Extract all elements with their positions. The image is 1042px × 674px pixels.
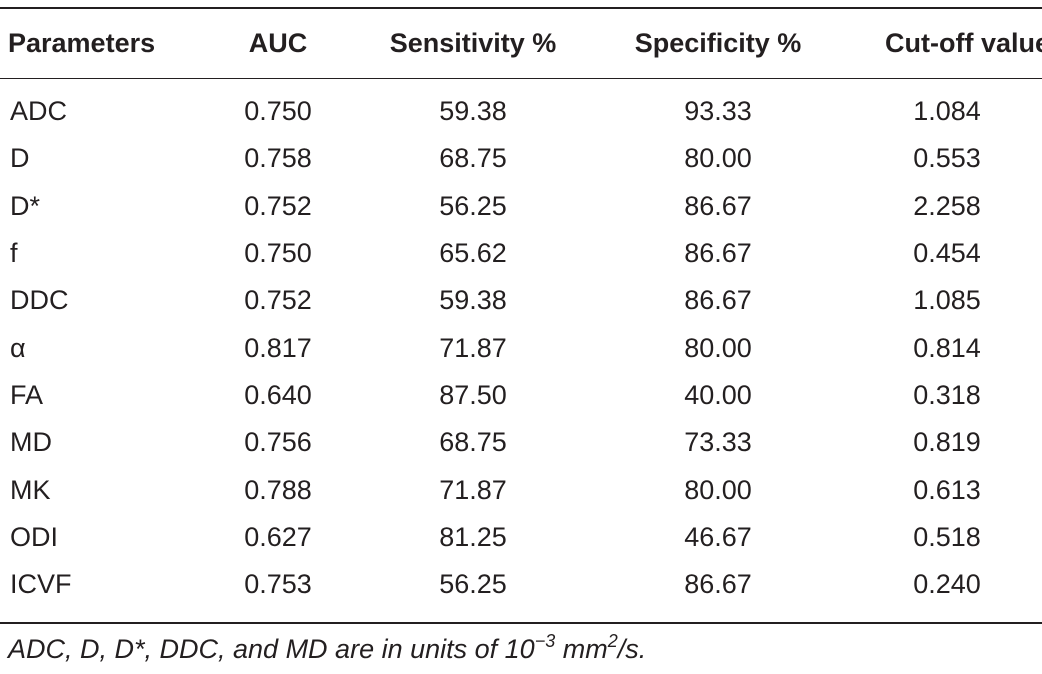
cell-auc: 0.788 bbox=[244, 474, 312, 505]
cell-sensitivity: 68.75 bbox=[439, 143, 507, 174]
table-row: MD 0.756 68.75 73.33 0.819 bbox=[0, 419, 1042, 466]
header-row: Parameters AUC Sensitivity % Specificity… bbox=[0, 9, 1042, 78]
cell-sensitivity: 56.25 bbox=[439, 190, 507, 221]
cell-auc: 0.752 bbox=[244, 285, 312, 316]
cell-parameter: ADC bbox=[10, 96, 68, 127]
table-row: MK 0.788 71.87 80.00 0.613 bbox=[0, 466, 1042, 513]
header-cutoff: Cut-off value bbox=[885, 28, 1042, 58]
footnote-exponent: −3 bbox=[534, 631, 556, 651]
cell-specificity: 46.67 bbox=[684, 521, 752, 552]
cell-sensitivity: 56.25 bbox=[439, 569, 507, 600]
header-parameters: Parameters bbox=[8, 28, 156, 58]
cell-auc: 0.756 bbox=[244, 427, 312, 458]
cell-cutoff: 1.085 bbox=[913, 285, 981, 316]
cell-cutoff: 2.258 bbox=[913, 190, 981, 221]
cell-sensitivity: 59.38 bbox=[439, 285, 507, 316]
table-row: ODI 0.627 81.25 46.67 0.518 bbox=[0, 514, 1042, 561]
cell-parameter: ODI bbox=[10, 521, 59, 552]
cell-cutoff: 0.613 bbox=[913, 474, 981, 505]
cell-sensitivity: 87.50 bbox=[439, 379, 507, 410]
cell-auc: 0.750 bbox=[244, 238, 312, 269]
footnote-unit-exponent: 2 bbox=[607, 631, 618, 651]
table-row: α 0.817 71.87 80.00 0.814 bbox=[0, 324, 1042, 371]
table-row: DDC 0.752 59.38 86.67 1.085 bbox=[0, 277, 1042, 324]
cell-parameter: FA bbox=[10, 379, 44, 410]
table-footnote: ADC, D, D*, DDC, and MD are in units of … bbox=[8, 631, 647, 665]
header-specificity: Specificity % bbox=[634, 28, 802, 58]
cell-sensitivity: 81.25 bbox=[439, 521, 507, 552]
cell-parameter: D* bbox=[10, 190, 41, 221]
spacer-row bbox=[0, 78, 1042, 88]
cell-cutoff: 0.318 bbox=[913, 379, 981, 410]
cell-specificity: 73.33 bbox=[684, 427, 752, 458]
cell-auc: 0.752 bbox=[244, 190, 312, 221]
top-rule bbox=[0, 7, 1042, 9]
table-row: FA 0.640 87.50 40.00 0.318 bbox=[0, 372, 1042, 419]
footnote-text: ADC, D, D*, DDC, and MD are in units of … bbox=[8, 634, 535, 664]
footnote-unit: mm bbox=[555, 634, 608, 664]
cell-specificity: 93.33 bbox=[684, 96, 752, 127]
cell-auc: 0.758 bbox=[244, 143, 312, 174]
cell-parameter: f bbox=[10, 238, 18, 269]
cell-parameter: DDC bbox=[10, 285, 69, 316]
cell-specificity: 86.67 bbox=[684, 569, 752, 600]
cell-auc: 0.640 bbox=[244, 379, 312, 410]
header-auc: AUC bbox=[248, 28, 308, 58]
cell-parameter: ICVF bbox=[10, 569, 72, 600]
table-row: D* 0.752 56.25 86.67 2.258 bbox=[0, 183, 1042, 230]
cell-parameter: MD bbox=[10, 427, 52, 458]
cell-sensitivity: 71.87 bbox=[439, 332, 507, 363]
cell-sensitivity: 59.38 bbox=[439, 96, 507, 127]
table-row: ADC 0.750 59.38 93.33 1.084 bbox=[0, 88, 1042, 135]
cell-specificity: 40.00 bbox=[684, 379, 752, 410]
table-row: ICVF 0.753 56.25 86.67 0.240 bbox=[0, 561, 1042, 608]
cell-specificity: 86.67 bbox=[684, 190, 752, 221]
cell-cutoff: 0.240 bbox=[913, 569, 981, 600]
header-sensitivity: Sensitivity % bbox=[389, 28, 557, 58]
cell-cutoff: 0.518 bbox=[913, 521, 981, 552]
cell-specificity: 80.00 bbox=[684, 143, 752, 174]
cell-cutoff: 0.454 bbox=[913, 238, 981, 269]
table-body: ADC 0.750 59.38 93.33 1.084 D 0.758 68.7… bbox=[0, 78, 1042, 608]
header-rule bbox=[0, 78, 1042, 79]
cell-auc: 0.817 bbox=[244, 332, 312, 363]
cell-specificity: 86.67 bbox=[684, 285, 752, 316]
results-table: Parameters AUC Sensitivity % Specificity… bbox=[0, 9, 1042, 608]
cell-auc: 0.753 bbox=[244, 569, 312, 600]
cell-sensitivity: 71.87 bbox=[439, 474, 507, 505]
cell-parameter: MK bbox=[10, 474, 51, 505]
cell-specificity: 80.00 bbox=[684, 474, 752, 505]
cell-auc: 0.627 bbox=[244, 521, 312, 552]
cell-cutoff: 0.553 bbox=[913, 143, 981, 174]
cell-cutoff: 0.819 bbox=[913, 427, 981, 458]
cell-cutoff: 1.084 bbox=[913, 96, 981, 127]
cell-parameter: α bbox=[10, 332, 26, 363]
cell-cutoff: 0.814 bbox=[913, 332, 981, 363]
table-row: D 0.758 68.75 80.00 0.553 bbox=[0, 135, 1042, 182]
footnote-unit-suffix: /s. bbox=[617, 634, 647, 664]
cell-specificity: 80.00 bbox=[684, 332, 752, 363]
cell-sensitivity: 68.75 bbox=[439, 427, 507, 458]
cell-specificity: 86.67 bbox=[684, 238, 752, 269]
cell-sensitivity: 65.62 bbox=[439, 238, 507, 269]
bottom-rule bbox=[0, 622, 1042, 624]
cell-parameter: D bbox=[10, 143, 30, 174]
table-row: f 0.750 65.62 86.67 0.454 bbox=[0, 230, 1042, 277]
cell-auc: 0.750 bbox=[244, 96, 312, 127]
